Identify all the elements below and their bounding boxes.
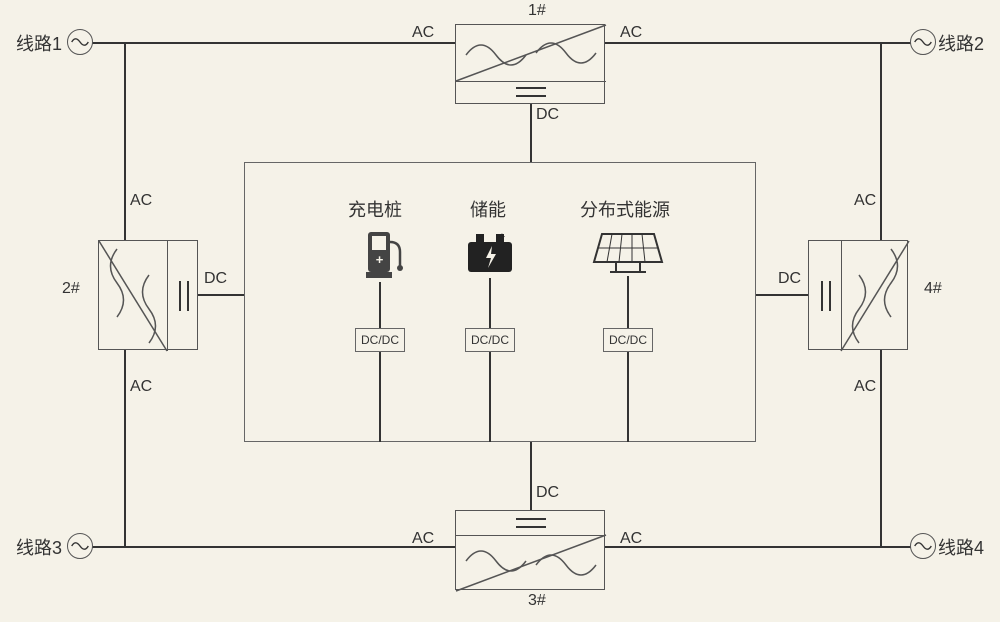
source-bl <box>67 533 93 559</box>
converter-3 <box>455 510 605 590</box>
stem-storage-1 <box>489 278 491 328</box>
source-br <box>910 533 936 559</box>
converter-4-ac-bottom: AC <box>854 378 876 396</box>
converter-3-ac-left: AC <box>412 530 434 548</box>
left-line-bottom <box>124 350 126 548</box>
bottom-line-left <box>92 546 455 548</box>
converter-4-dc: DC <box>778 270 801 288</box>
label-der: 分布式能源 <box>580 196 670 222</box>
label-storage: 储能 <box>470 196 506 222</box>
dcdc-storage: DC/DC <box>465 328 515 352</box>
converter-1-dc: DC <box>536 106 559 124</box>
converter-2 <box>98 240 198 350</box>
converter-3-ac-right: AC <box>620 530 642 548</box>
converter-2-dc: DC <box>204 270 227 288</box>
converter-1-ac-left: AC <box>412 24 434 42</box>
charger-icon: + <box>360 226 404 282</box>
converter-1-ac-icon <box>456 25 606 81</box>
converter-3-dc-icon <box>516 518 546 528</box>
label-line2: 线路2 <box>938 30 984 56</box>
left-line-top <box>124 42 126 240</box>
converter-3-id: 3# <box>528 592 546 610</box>
converter-3-ac-icon <box>456 535 606 591</box>
converter-4-id: 4# <box>924 280 942 298</box>
svg-text:+: + <box>499 231 505 243</box>
dc-stub-top <box>530 104 532 162</box>
right-line-top <box>880 42 882 240</box>
dc-stub-bottom <box>530 442 532 510</box>
label-line1: 线路1 <box>16 30 62 56</box>
converter-1 <box>455 24 605 104</box>
top-line-left <box>92 42 455 44</box>
converter-3-dc: DC <box>536 484 559 502</box>
label-charger: 充电桩 <box>348 196 402 222</box>
dcdc-charger: DC/DC <box>355 328 405 352</box>
converter-4-ac-icon <box>841 241 909 351</box>
stem-der-2 <box>627 352 629 442</box>
bottom-line-right <box>605 546 913 548</box>
converter-1-id: 1# <box>528 2 546 20</box>
converter-2-id: 2# <box>62 280 80 298</box>
dc-stub-right <box>756 294 808 296</box>
converter-1-dc-icon <box>516 87 546 97</box>
converter-1-ac-right: AC <box>620 24 642 42</box>
source-tr <box>910 29 936 55</box>
label-line3: 线路3 <box>16 534 62 560</box>
svg-text:-: - <box>476 231 480 243</box>
dcdc-der: DC/DC <box>603 328 653 352</box>
converter-4 <box>808 240 908 350</box>
der-icon <box>592 228 664 280</box>
right-line-bottom <box>880 350 882 548</box>
source-tl <box>67 29 93 55</box>
stem-charger-1 <box>379 282 381 328</box>
converter-2-ac-icon <box>99 241 167 351</box>
label-line4: 线路4 <box>938 534 984 560</box>
top-line-right <box>605 42 913 44</box>
converter-2-ac-top: AC <box>130 192 152 210</box>
converter-2-ac-bottom: AC <box>130 378 152 396</box>
stem-storage-2 <box>489 352 491 442</box>
converter-4-ac-top: AC <box>854 192 876 210</box>
storage-icon: - + <box>462 226 518 282</box>
stem-charger-2 <box>379 352 381 442</box>
svg-text:+: + <box>376 252 384 267</box>
stem-der-1 <box>627 276 629 328</box>
dc-stub-left <box>198 294 244 296</box>
